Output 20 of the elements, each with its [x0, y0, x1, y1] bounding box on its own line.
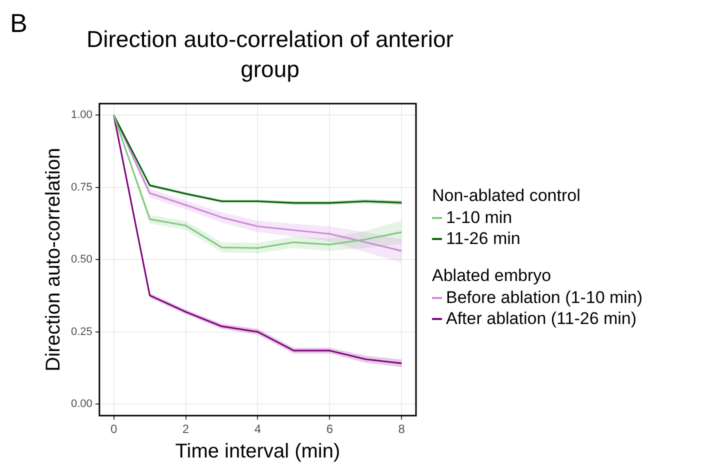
x-tick-label: 4 [254, 422, 262, 436]
legend-label: 11-26 min [446, 228, 520, 249]
text: Ablated embryo [432, 265, 552, 287]
legend-label: 1-10 min [446, 207, 512, 228]
x-tick-label: 0 [110, 422, 118, 436]
text: B [10, 8, 28, 39]
legend-label: After ablation (11-26 min) [446, 308, 637, 329]
y-tick-label: 0.00 [70, 398, 92, 410]
y-axis-title: Direction auto-correlation [42, 148, 65, 372]
legend-title: Non-ablated control [432, 185, 582, 207]
x-tick-label: 8 [398, 422, 406, 436]
x-tick-label: 2 [182, 422, 190, 436]
y-tick-label: 0.50 [70, 254, 92, 266]
x-axis-title: Time interval (min) [175, 440, 340, 462]
legend-label: Before ablation (1-10 min) [446, 287, 643, 308]
x-tick-label: 6 [326, 422, 334, 436]
y-tick-label: 0.25 [70, 326, 92, 338]
y-tick-label: 0.75 [70, 181, 92, 194]
y-tick-label: 1.00 [70, 109, 92, 122]
chart-title: Direction auto-correlation of anterior group [86, 25, 454, 84]
